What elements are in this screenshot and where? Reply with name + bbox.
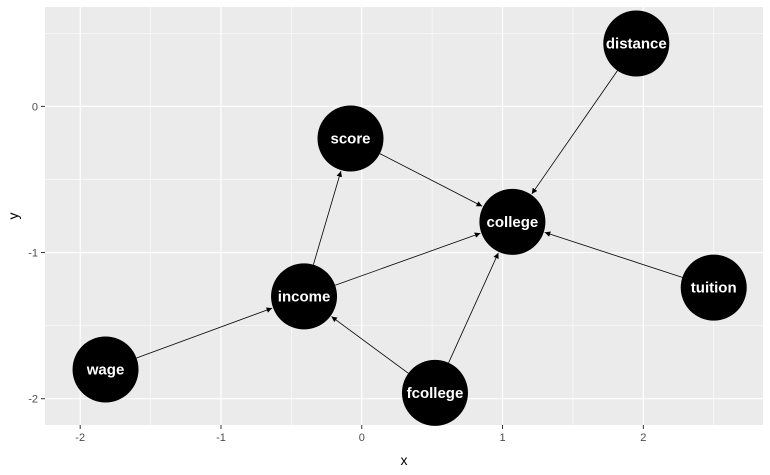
- x-axis-title: x: [401, 452, 408, 468]
- node-distance: distance: [603, 10, 670, 77]
- node-circle: [317, 105, 384, 172]
- edge-wage-to-income: [136, 307, 273, 359]
- node-circle: [603, 10, 670, 77]
- nodes: distance score college tuition income wage fco…: [72, 10, 747, 426]
- y-axis-ticks: 0 -1 -2: [28, 101, 45, 406]
- y-tick-label: -2: [28, 394, 38, 406]
- x-tick-label: 2: [640, 432, 646, 444]
- node-label: fcollege: [407, 385, 464, 402]
- y-axis-title: y: [5, 213, 21, 220]
- node-label: score: [330, 131, 370, 148]
- edge-fcollege-to-college: [448, 252, 499, 363]
- node-label: tuition: [691, 280, 737, 297]
- node-college: college: [479, 188, 546, 255]
- edge-fcollege-to-income: [331, 316, 409, 374]
- y-tick-label: 0: [32, 101, 38, 113]
- edges: [136, 70, 683, 374]
- x-tick-label: -2: [75, 432, 85, 444]
- node-label: college: [487, 214, 539, 231]
- x-axis-ticks: -2 -1 0 1 2: [75, 425, 646, 444]
- node-circle: [479, 188, 546, 255]
- x-tick-label: -1: [216, 432, 226, 444]
- node-income: income: [271, 263, 338, 330]
- node-circle: [401, 359, 468, 426]
- node-circle: [680, 254, 747, 321]
- edge-distance-to-college: [531, 70, 618, 195]
- node-circle: [72, 336, 139, 403]
- node-score: score: [317, 105, 384, 172]
- grid-major: [45, 7, 763, 425]
- node-circle: [271, 263, 338, 330]
- edge-income-to-college: [334, 232, 481, 286]
- x-tick-label: 1: [499, 432, 505, 444]
- node-label: income: [278, 288, 331, 305]
- node-tuition: tuition: [680, 254, 747, 321]
- x-tick-label: 0: [359, 432, 365, 444]
- edge-score-to-college: [379, 153, 483, 207]
- node-fcollege: fcollege: [401, 359, 468, 426]
- edge-income-to-score: [312, 171, 343, 265]
- node-label: distance: [606, 36, 667, 53]
- node-wage: wage: [72, 336, 139, 403]
- node-label: wage: [86, 361, 125, 378]
- y-tick-label: -1: [28, 248, 38, 260]
- edge-tuition-to-college: [544, 231, 683, 278]
